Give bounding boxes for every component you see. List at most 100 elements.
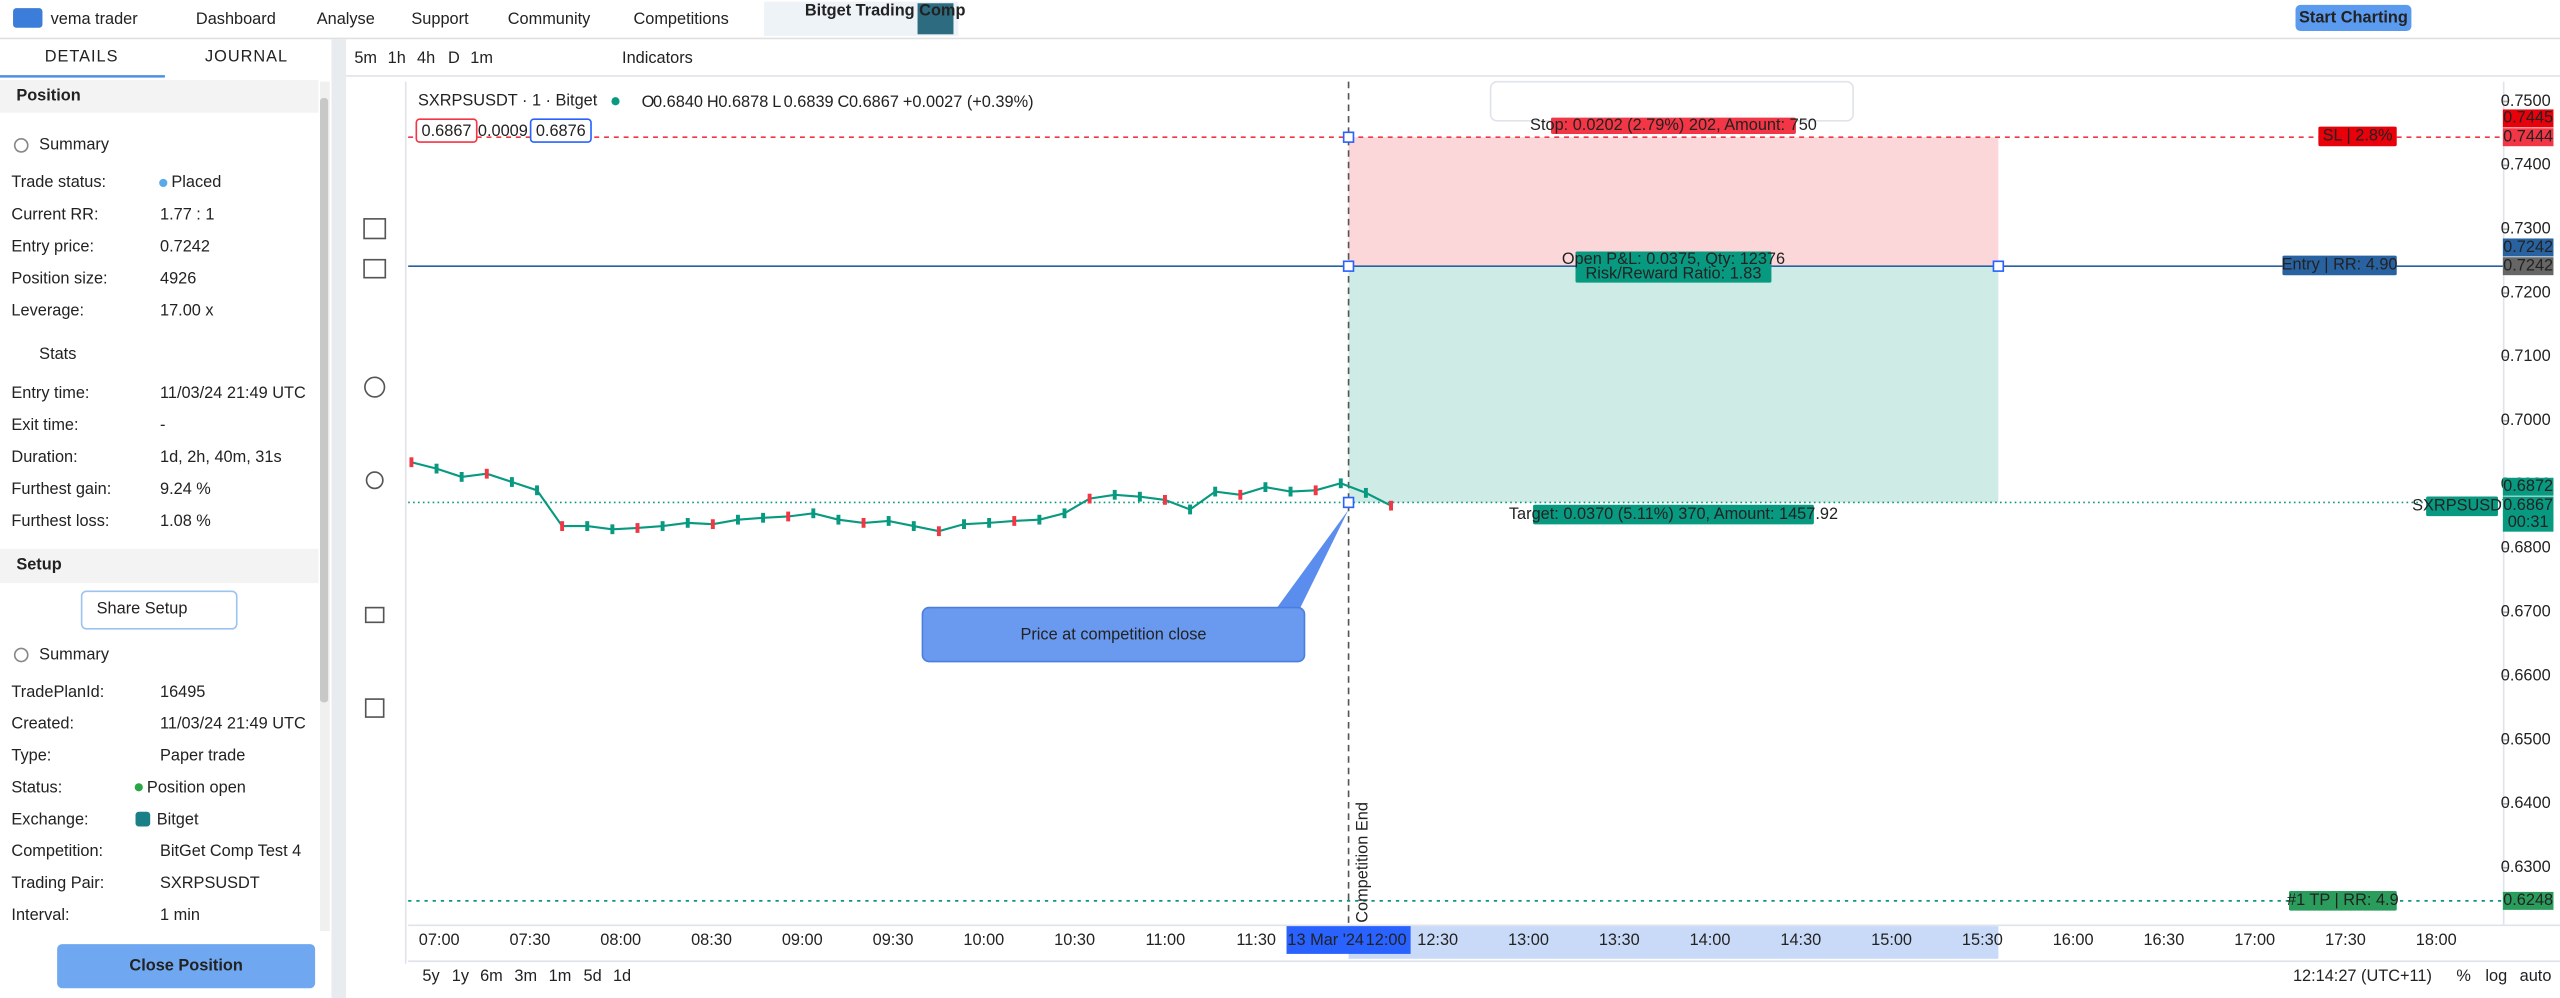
sl-tag-box	[2318, 126, 2397, 147]
handle[interactable]	[1342, 496, 1355, 509]
drawing-toolbar[interactable]	[1489, 80, 1854, 122]
sl-tag: SL | 2.8%	[2323, 127, 2393, 145]
nav-link[interactable]: Community	[508, 10, 591, 28]
symbol-tag-box	[2426, 496, 2498, 517]
subsection-title: Summary	[39, 645, 110, 663]
tool-icon[interactable]	[363, 258, 387, 279]
axis-tag-box	[2502, 513, 2554, 532]
candle	[1062, 508, 1067, 519]
field-value: 17.00 x	[160, 301, 214, 319]
y-tick-label: 0.6700	[2501, 603, 2551, 621]
range[interactable]: 3m	[514, 967, 537, 985]
date-box	[1286, 926, 1411, 954]
field-value: 1d, 2h, 40m, 31s	[160, 448, 282, 466]
interval[interactable]: D	[448, 49, 460, 67]
setup-header[interactable]	[0, 548, 319, 584]
range[interactable]: 1d	[613, 967, 631, 985]
handle[interactable]	[1992, 260, 2005, 272]
scale-option[interactable]: %	[2456, 967, 2471, 985]
field-label: Furthest gain:	[11, 480, 111, 498]
field-value: BitGet Comp Test 4	[160, 842, 301, 860]
handle[interactable]	[1342, 260, 1355, 272]
entry-tag: Entry | RR: 4.90	[2282, 256, 2398, 274]
axis-tag-box	[2502, 257, 2554, 276]
axis-tag: 0.7445	[2503, 109, 2553, 127]
field-value: 1 min	[160, 906, 200, 924]
field-label: Trading Pair:	[11, 874, 104, 892]
tab[interactable]: DETAILS	[45, 47, 119, 65]
start-button[interactable]	[2295, 4, 2412, 32]
handle[interactable]	[1342, 131, 1355, 143]
y-tick-label: 0.6800	[2501, 539, 2551, 557]
interval[interactable]: 5m	[354, 49, 377, 67]
axis-tag: 0.6867	[2503, 496, 2553, 514]
interval[interactable]: 1h	[388, 49, 406, 67]
scale-option[interactable]: auto	[2520, 967, 2552, 985]
nav-link[interactable]: Dashboard	[196, 10, 276, 28]
section-title: Setup	[16, 555, 61, 573]
share-text[interactable]: Share Setup	[97, 600, 188, 618]
nav-link[interactable]: Competitions	[633, 10, 728, 28]
close-text[interactable]: Close Position	[129, 956, 242, 974]
scroll-thumb[interactable]	[320, 98, 329, 703]
field-label: Interval:	[11, 906, 69, 924]
range[interactable]: 5d	[584, 967, 602, 985]
stop-label: Stop: 0.0202 (2.79%) 202, Amount: 750	[1530, 116, 1817, 134]
range[interactable]: 5y	[422, 967, 440, 985]
close-button[interactable]	[57, 944, 316, 989]
time-label: 16:00	[2053, 931, 2094, 949]
entry-tag-box	[2282, 255, 2397, 276]
field-value: Bitget	[157, 810, 199, 828]
target-label: Target: 0.0370 (5.11%) 370, Amount: 1457…	[1509, 505, 1838, 523]
field-value: 4926	[160, 269, 196, 287]
candle	[836, 514, 841, 525]
field-label: Current RR:	[11, 205, 98, 223]
tool-icon[interactable]	[364, 698, 385, 718]
candle	[1012, 516, 1017, 526]
tool-icon[interactable]	[364, 376, 386, 398]
tool-icon[interactable]	[363, 218, 387, 240]
brand: vema trader	[51, 10, 139, 28]
field-value: SXRPSUSDT	[160, 874, 260, 892]
rr-label: Risk/Reward Ratio: 1.83	[1585, 265, 1761, 283]
field-label: Leverage:	[11, 301, 84, 319]
subsection-title: Stats	[39, 345, 76, 363]
tool-icon[interactable]	[365, 471, 384, 490]
axis-tag: 0.7242	[2503, 238, 2553, 256]
axis-tag-box	[2502, 109, 2554, 128]
ohlc: H	[707, 93, 719, 111]
logo	[13, 8, 43, 28]
field-label: Type:	[11, 747, 51, 765]
annotation-pointer	[1273, 509, 1349, 613]
y-tick-label: 0.7500	[2501, 92, 2551, 110]
range[interactable]: 1y	[452, 967, 470, 985]
tab[interactable]: JOURNAL	[205, 47, 288, 65]
field-value: 11/03/24 21:49 UTC	[160, 384, 306, 402]
time-label: 12:30	[1417, 931, 1458, 949]
share-button[interactable]	[80, 590, 238, 630]
candle	[1238, 489, 1243, 500]
axis-tag: 0.7242	[2503, 257, 2553, 275]
divider	[331, 39, 347, 998]
ohlc: C	[838, 93, 850, 111]
ohlc: L	[772, 93, 781, 111]
indicators[interactable]: Indicators	[622, 49, 693, 67]
pnl-box	[1575, 251, 1772, 283]
interval[interactable]: 1m	[470, 49, 493, 67]
candle	[710, 519, 715, 530]
candle	[660, 521, 665, 531]
nav-link[interactable]: Analyse	[317, 10, 375, 28]
field-label: Exit time:	[11, 416, 78, 434]
candle	[585, 521, 590, 531]
tool-icon[interactable]	[364, 606, 385, 624]
interval[interactable]: 4h	[417, 49, 435, 67]
range[interactable]: 6m	[480, 967, 503, 985]
range[interactable]: 1m	[549, 967, 572, 985]
candle	[962, 519, 966, 530]
nav-link[interactable]: Support	[411, 10, 469, 28]
start-text[interactable]: Start Charting	[2299, 8, 2408, 26]
position-header[interactable]	[0, 80, 319, 113]
scale-option[interactable]: log	[2485, 967, 2507, 985]
